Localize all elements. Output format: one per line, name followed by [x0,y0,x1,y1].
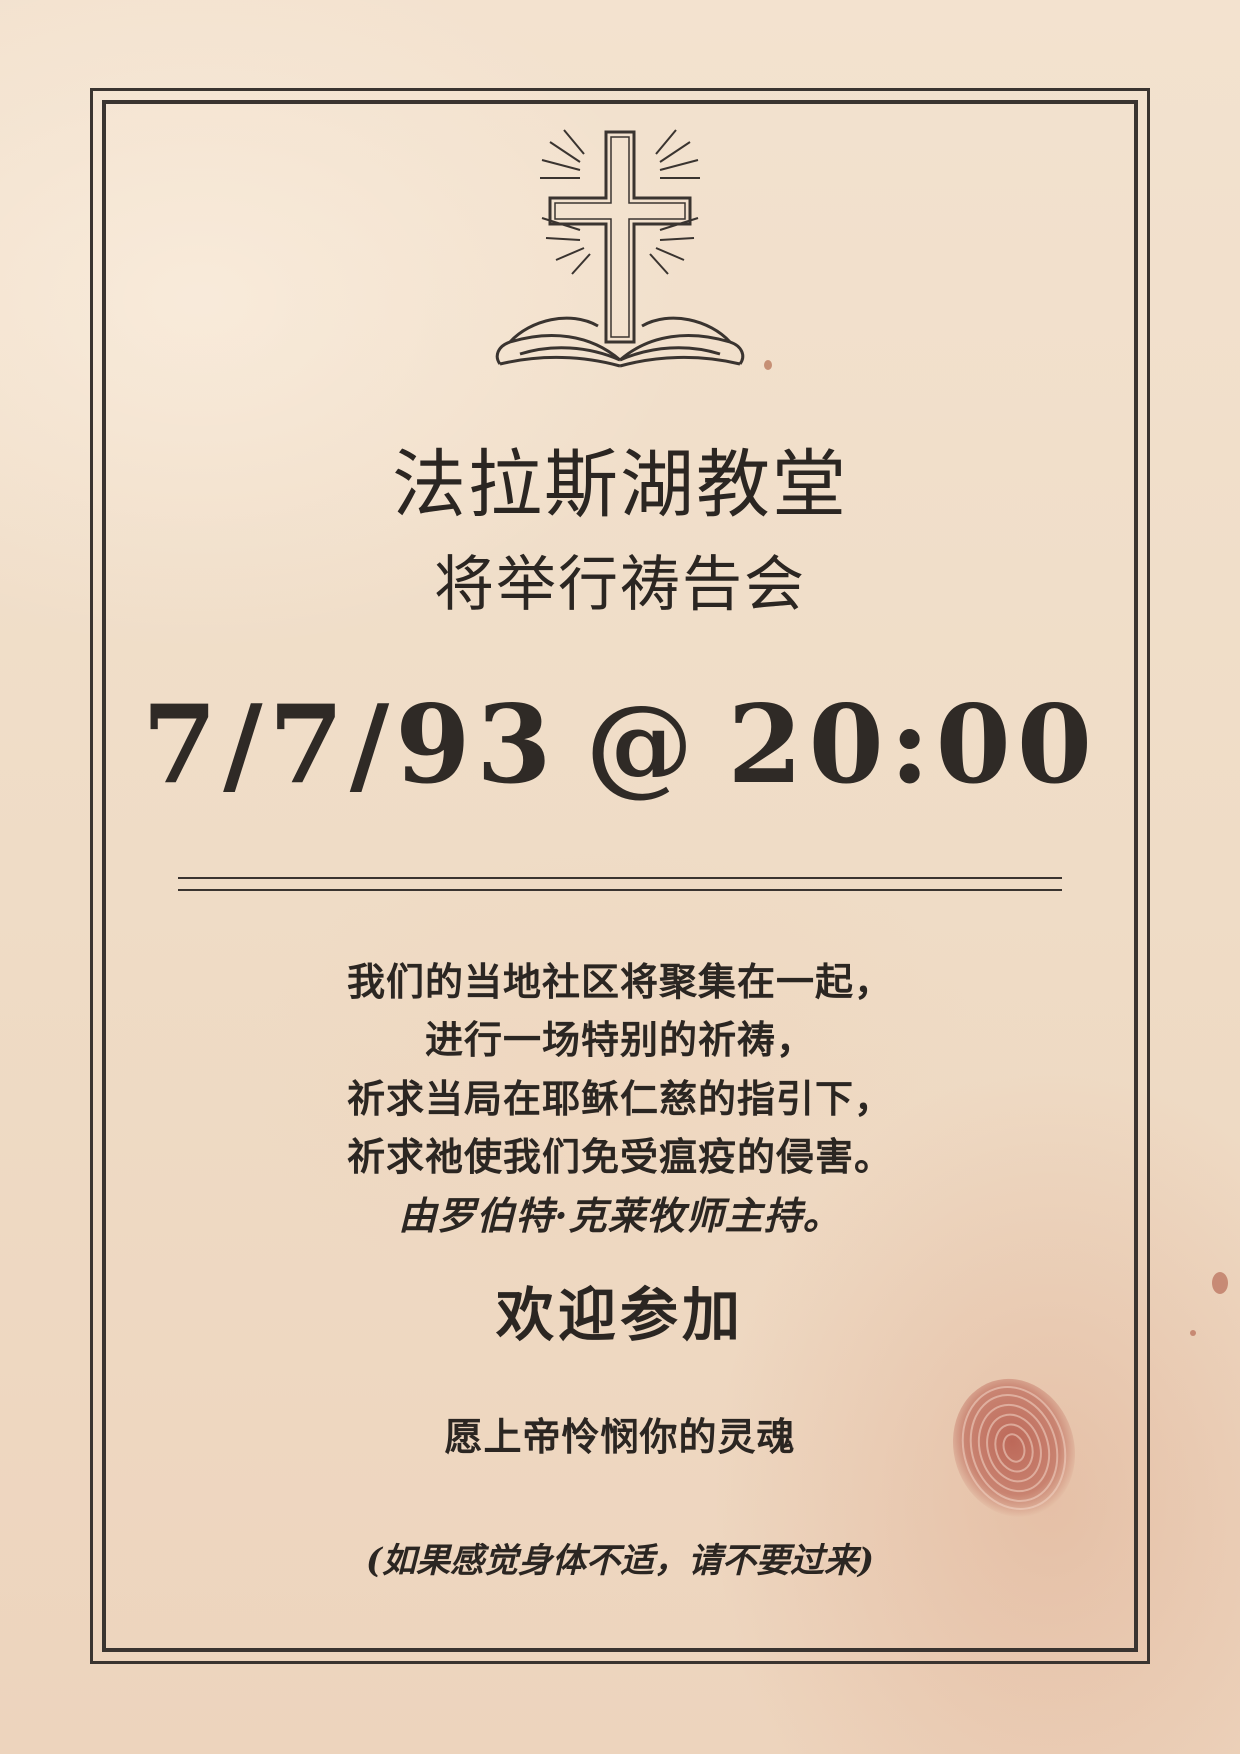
host-line: 由罗伯特·克莱牧师主持。 [398,1193,842,1238]
event-at-sign: @ [585,682,700,808]
cross-over-open-book-icon [495,129,745,368]
stain-speck [1190,1330,1196,1336]
fingerprint-stain [952,1378,1076,1518]
body-line: 我们的当地社区将聚集在一起， [346,959,893,1004]
body-line: 祈求当局在耶稣仁慈的指引下， [346,1076,893,1121]
church-title: 法拉斯湖教堂 [392,442,848,528]
divider-line-bottom [178,889,1062,891]
event-subtitle: 将举行祷告会 [434,550,806,620]
stain-speck [1212,1272,1228,1294]
event-time: 20:00 [727,682,1098,808]
event-date: 7/7/93 [142,682,558,808]
inner-frame-border [102,100,1138,1652]
outer-frame-border [90,88,1150,1664]
welcome-heading: 欢迎参加 [495,1281,744,1349]
health-note: (如果感觉身体不适，请不要过来) [365,1541,875,1581]
divider-line-top [178,877,1062,879]
blessing-line: 愿上帝怜悯你的灵魂 [444,1414,796,1459]
stain-speck [764,360,772,370]
event-datetime: 7/7/93 @20:00 [102,685,1138,805]
body-line: 祈求祂使我们免受瘟疫的侵害。 [346,1134,893,1179]
body-line: 进行一场特别的祈祷， [424,1017,815,1062]
